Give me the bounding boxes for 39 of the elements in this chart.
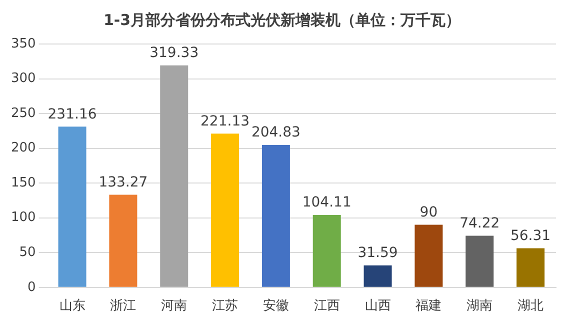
y-tick-label: 350: [10, 36, 36, 52]
data-label: 74.22: [460, 215, 500, 232]
x-tick-label: 江西: [314, 298, 340, 314]
bar: [211, 134, 240, 287]
x-tick-label: 福建: [416, 298, 442, 314]
y-tick-label: 300: [10, 71, 36, 86]
data-label: 90: [420, 204, 438, 220]
x-tick-label: 河南: [161, 298, 188, 314]
y-tick-label: 100: [10, 210, 36, 226]
x-tick-label: 湖北: [518, 298, 544, 314]
chart-title: 1-3月部分省份分布式光伏新增装机（单位：万千瓦）: [103, 10, 461, 29]
y-tick-label: 150: [10, 175, 36, 190]
x-tick-label: 浙江: [110, 298, 136, 314]
x-tick-label: 山西: [364, 298, 391, 314]
data-label: 31.59: [358, 245, 398, 262]
bar: [312, 215, 341, 287]
bar: [262, 144, 290, 287]
data-label: 319.33: [150, 44, 199, 61]
x-tick-label: 山东: [59, 298, 86, 314]
bar: [466, 236, 494, 287]
bar: [364, 265, 392, 287]
bar: [109, 194, 138, 287]
x-tick-label: 江苏: [212, 298, 238, 314]
bar: [160, 65, 188, 287]
y-tick-label: 200: [10, 140, 36, 156]
data-label: 231.16: [48, 106, 97, 122]
x-tick-label: 湖南: [466, 298, 493, 314]
y-tick-label: 0: [28, 280, 36, 295]
y-tick-label: 50: [19, 245, 36, 260]
y-tick-label: 250: [10, 106, 36, 121]
data-label: 133.27: [98, 174, 148, 190]
x-tick-label: 安徽: [262, 298, 289, 314]
bar: [516, 248, 545, 287]
data-label: 204.83: [251, 124, 300, 141]
data-label: 56.31: [510, 228, 551, 244]
bar: [414, 224, 443, 287]
bar: [58, 126, 86, 287]
data-label: 104.11: [302, 194, 352, 211]
data-label: 221.13: [200, 113, 250, 130]
